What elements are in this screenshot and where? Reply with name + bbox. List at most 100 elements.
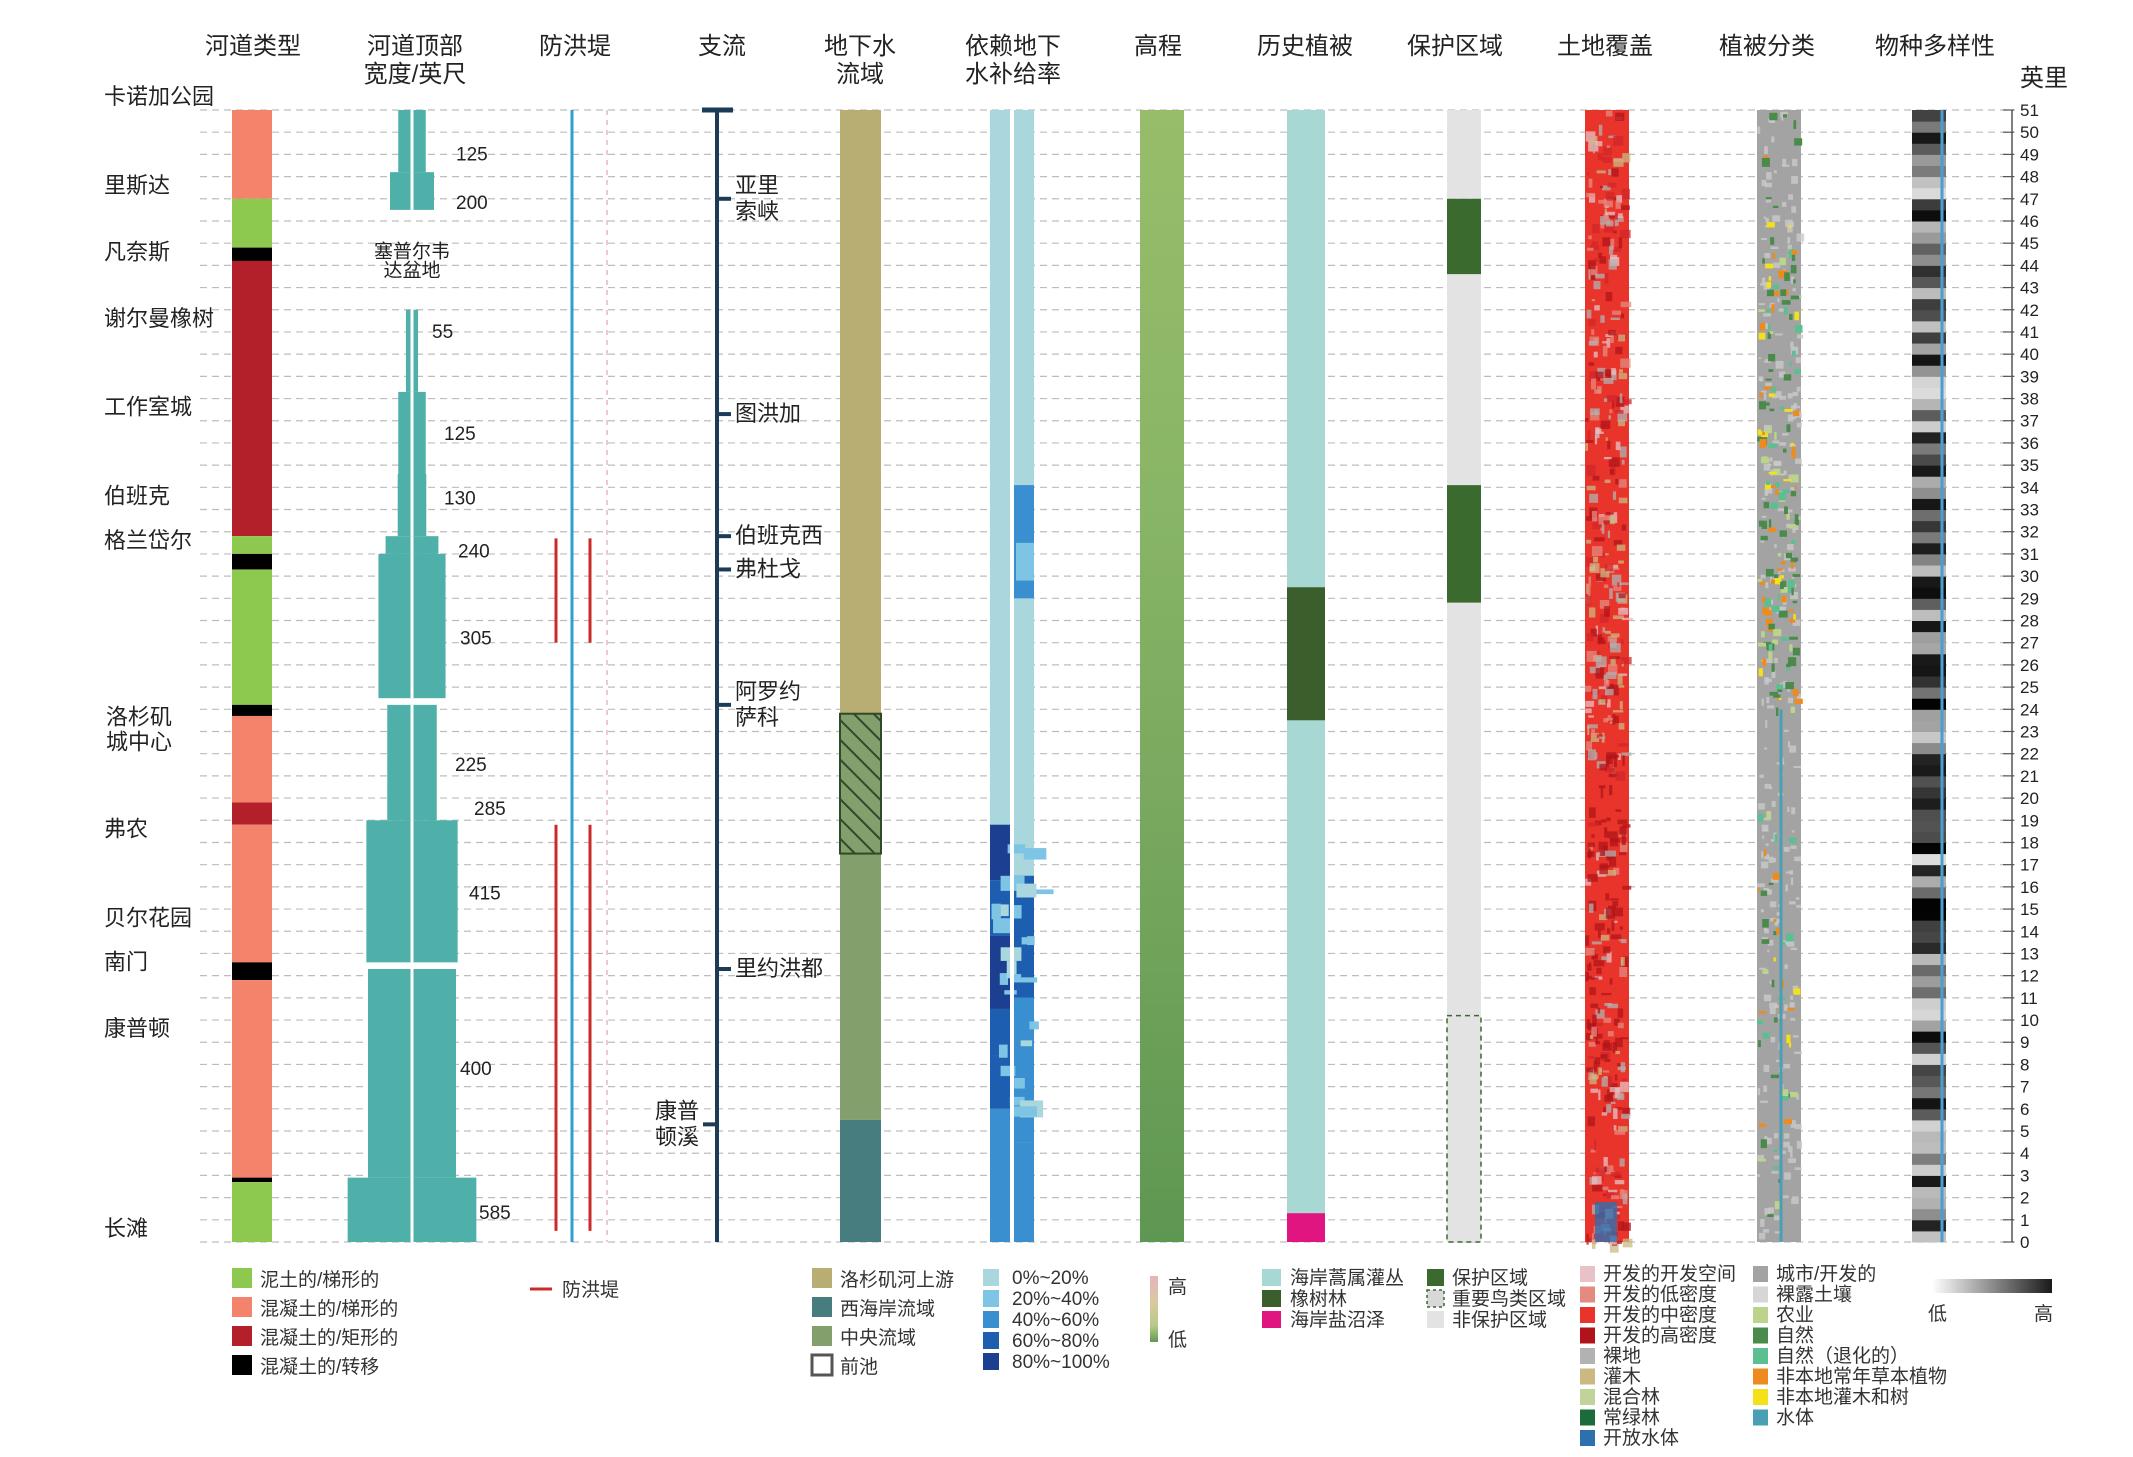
landcover-patch <box>1598 515 1610 525</box>
biodiversity-cell <box>1912 587 1946 599</box>
landcover-patch <box>1604 479 1611 484</box>
vegclass-patch <box>1770 386 1777 392</box>
landcover-patch <box>1613 539 1623 546</box>
legend-swatch <box>1427 1269 1444 1286</box>
vegclass-patch <box>1789 474 1799 483</box>
landcover-patch <box>1604 369 1612 378</box>
landcover-patch <box>1599 914 1608 921</box>
biodiversity-cell <box>1912 1020 1946 1032</box>
landcover-patch <box>1603 456 1612 460</box>
vegclass-patch <box>1796 386 1801 392</box>
vegclass-patch <box>1774 1201 1783 1210</box>
channel-centerline <box>410 968 414 1178</box>
vegclass-patch <box>1764 1208 1770 1216</box>
landcover-patch <box>1589 493 1599 503</box>
landcover-patch <box>1604 827 1608 838</box>
landcover-patch <box>1591 977 1599 980</box>
vegclass-patch <box>1782 1195 1789 1199</box>
vegclass-patch <box>1794 856 1802 862</box>
landcover-patch <box>1588 362 1595 366</box>
groundwater-dependency-column <box>990 110 1054 1242</box>
vegclass-patch <box>1794 514 1799 522</box>
legend-swatch <box>1262 1290 1281 1307</box>
vegclass-patch <box>1773 1166 1783 1170</box>
axis-tick-label: 46 <box>2020 212 2039 231</box>
vegclass-patch <box>1784 964 1788 969</box>
landcover-patch <box>1603 377 1614 384</box>
legend-label: 城市/开发的 <box>1776 1263 1876 1285</box>
legend-swatch <box>812 1326 832 1346</box>
vegclass-patch <box>1774 1231 1781 1234</box>
biodiversity-cell <box>1912 953 1946 966</box>
dependency-speck <box>1028 889 1054 895</box>
biodiversity-cell <box>1912 764 1946 777</box>
landcover-patch <box>1595 431 1604 434</box>
groundwater-segment <box>840 1119 881 1242</box>
landcover-patch <box>1593 1033 1603 1039</box>
landcover-patch <box>1599 1170 1604 1182</box>
landcover-patch <box>1596 852 1599 861</box>
header-protected: 保护区域 <box>1407 33 1503 60</box>
landcover-patch <box>1593 1061 1597 1072</box>
vegclass-patch <box>1788 524 1796 529</box>
dependency-speck <box>1029 1021 1039 1030</box>
legend-swatch <box>1580 1327 1595 1344</box>
biodiversity-cell <box>1912 864 1946 877</box>
biodiversity-cell <box>1912 320 1946 333</box>
landcover-patch <box>1586 485 1596 491</box>
channel-type-segment <box>232 536 272 554</box>
vegclass-patch <box>1789 644 1793 652</box>
axis-tick-label: 33 <box>2020 501 2039 520</box>
landcover-patch <box>1617 674 1623 685</box>
landcover-patch <box>1617 1063 1621 1067</box>
landcover-patch <box>1599 600 1610 609</box>
landcover-patch <box>1610 754 1620 758</box>
vegclass-patch <box>1776 684 1784 690</box>
vegclass-patch <box>1778 371 1786 378</box>
landcover-patch <box>1593 258 1599 262</box>
landcover-patch <box>1604 1166 1610 1172</box>
landcover-patch <box>1619 926 1623 931</box>
legend-label: 混凝土的/转移 <box>260 1356 379 1378</box>
legend-swatch <box>1580 1389 1595 1405</box>
landcover-patch <box>1601 819 1607 823</box>
vegclass-patch <box>1789 636 1798 640</box>
legend-swatch <box>1753 1368 1768 1385</box>
vegclass-patch <box>1768 623 1775 630</box>
vegclass-patch <box>1779 941 1786 946</box>
landcover-patch <box>1617 743 1629 747</box>
vegclass-patch <box>1783 729 1789 732</box>
landcover-patch <box>1621 459 1625 465</box>
landcover-patch <box>1622 956 1629 967</box>
vegclass-patch <box>1770 485 1776 489</box>
vegclass-patch <box>1781 580 1787 588</box>
landcover-patch <box>1613 867 1620 875</box>
legend-label: 裸露土壤 <box>1776 1284 1852 1306</box>
dependency-speck <box>1017 866 1032 872</box>
landcover-patch <box>1603 146 1612 156</box>
vegclass-patch <box>1765 889 1772 895</box>
landcover-patch <box>1618 497 1628 504</box>
biodiversity-cell <box>1912 553 1946 566</box>
axis-tick-label: 23 <box>2020 722 2039 741</box>
vegclass-patch <box>1763 463 1771 471</box>
vegclass-patch <box>1782 489 1790 494</box>
landcover-patch <box>1602 220 1613 223</box>
landcover-patch <box>1603 1070 1610 1073</box>
vegclass-patch <box>1789 745 1797 753</box>
axis-tick-label: 15 <box>2020 900 2039 919</box>
landcover-patch <box>1602 345 1608 357</box>
vegclass-patch <box>1783 448 1787 453</box>
biodiversity-cell <box>1912 143 1946 155</box>
vegclass-patch <box>1773 957 1776 962</box>
biodiversity-cell <box>1912 642 1946 655</box>
vegclass-patch <box>1758 803 1765 810</box>
vegclass-patch <box>1793 279 1796 284</box>
landcover-patch <box>1621 834 1626 846</box>
vegclass-patch <box>1761 277 1766 285</box>
landcover-patch <box>1611 168 1619 177</box>
landcover-patch <box>1608 215 1616 219</box>
place-label: 弗农 <box>104 816 148 841</box>
landcover-patch <box>1619 582 1629 586</box>
vegclass-patch <box>1759 401 1766 410</box>
